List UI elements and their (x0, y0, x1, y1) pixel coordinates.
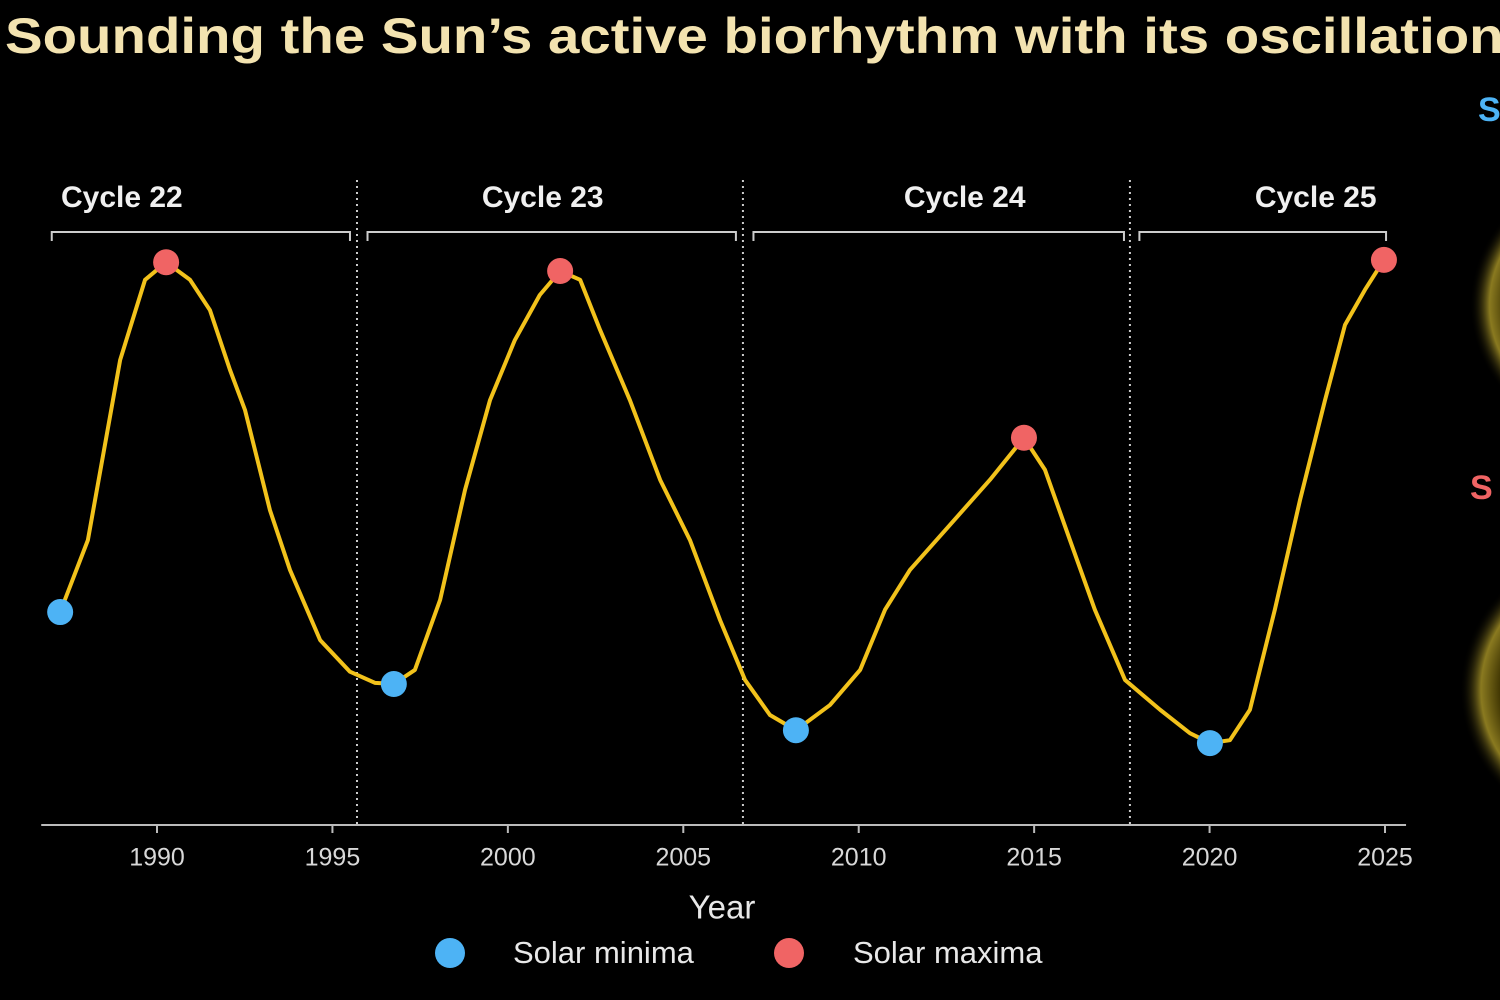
x-tick-label: 2015 (1006, 844, 1062, 872)
x-tick-label: 1990 (129, 844, 185, 872)
sun-image (1460, 592, 1500, 788)
minimum-point (1196, 730, 1223, 757)
minimum-point (47, 599, 74, 626)
x-tick-label: 1995 (305, 844, 361, 872)
cycle-bracket (1138, 231, 1388, 241)
legend-marker (435, 938, 465, 968)
legend-label: Solar maxima (853, 935, 1043, 970)
x-tick-label: 2010 (831, 844, 887, 872)
maximum-point (1370, 246, 1397, 273)
activity-curve (58, 257, 1386, 746)
maximum-point (1010, 424, 1037, 451)
legend-label: Solar minima (513, 935, 695, 970)
cycle-label: Cycle 23 (482, 181, 604, 214)
minimum-point (782, 717, 809, 744)
x-tick-label: 2000 (480, 844, 536, 872)
cycle-label: Cycle 22 (61, 181, 183, 214)
x-tick-label: 2005 (655, 844, 711, 872)
side-label: S (1478, 91, 1500, 129)
cycle-bracket (366, 231, 737, 241)
sun-image (1470, 221, 1500, 389)
cycle-bracket (752, 231, 1125, 241)
x-tick-label: 2025 (1357, 844, 1413, 872)
minimum-point (380, 671, 407, 698)
cycle-bracket (50, 231, 351, 241)
maximum-point (547, 258, 574, 285)
cycle-label: Cycle 25 (1255, 181, 1377, 214)
maximum-point (153, 249, 180, 276)
side-label: S (1470, 469, 1493, 507)
cycle-label: Cycle 24 (904, 181, 1026, 214)
chart-title: Sounding the Sun’s active biorhythm with… (5, 8, 1500, 64)
x-tick-label: 2020 (1182, 844, 1238, 872)
legend-marker (774, 938, 804, 968)
x-axis-label: Year (689, 889, 756, 926)
